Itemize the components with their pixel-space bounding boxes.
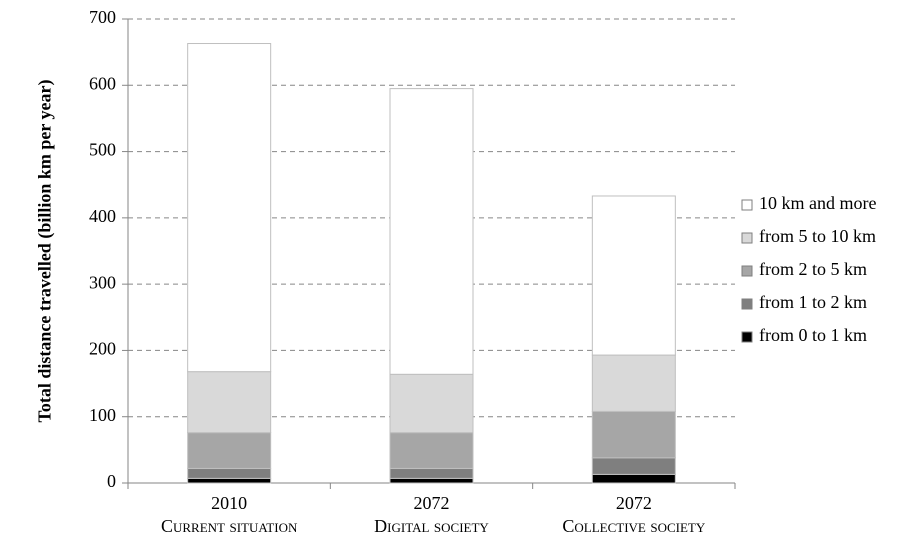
legend-swatch — [741, 298, 753, 310]
legend-label: 10 km and more — [759, 193, 876, 213]
bar-segment — [591, 473, 676, 484]
bar-segment — [389, 432, 474, 469]
y-tick-label: 300 — [89, 272, 116, 292]
legend-swatch — [741, 232, 753, 244]
bar-segment — [591, 354, 676, 412]
bar-segment — [389, 373, 474, 434]
x-tick-label: 2072 — [414, 493, 450, 513]
y-tick-label: 700 — [89, 7, 116, 27]
y-tick-label: 500 — [89, 140, 116, 160]
bar-segment — [187, 432, 272, 469]
y-tick-label: 200 — [89, 339, 116, 359]
bar-segment — [187, 43, 272, 373]
legend-label: from 1 to 2 km — [759, 292, 867, 312]
legend-swatch — [741, 331, 753, 343]
x-tick-label: 2072 — [616, 493, 652, 513]
y-tick-label: 100 — [89, 405, 116, 425]
bar-segment — [591, 457, 676, 475]
legend-swatch — [741, 199, 753, 211]
bar-segment — [389, 467, 474, 479]
bar-segment — [187, 477, 272, 484]
legend-label: from 5 to 10 km — [759, 226, 876, 246]
y-tick-label: 400 — [89, 206, 116, 226]
legend-swatch — [741, 265, 753, 277]
bar-segment — [389, 477, 474, 484]
x-tick-sublabel: Collective society — [562, 516, 705, 536]
bar-segment — [591, 195, 676, 356]
legend-label: from 0 to 1 km — [759, 325, 867, 345]
x-tick-sublabel: Current situation — [161, 516, 298, 536]
y-axis-title: Total distance travelled (billion km per… — [34, 79, 55, 423]
bar-segment — [389, 88, 474, 375]
x-tick-label: 2010 — [211, 493, 247, 513]
bar-segment — [187, 371, 272, 434]
bar-segment — [591, 410, 676, 459]
legend-label: from 2 to 5 km — [759, 259, 867, 279]
bar-segment — [187, 467, 272, 479]
x-tick-sublabel: Digital society — [374, 516, 489, 536]
y-tick-label: 0 — [107, 471, 116, 491]
y-tick-label: 600 — [89, 73, 116, 93]
